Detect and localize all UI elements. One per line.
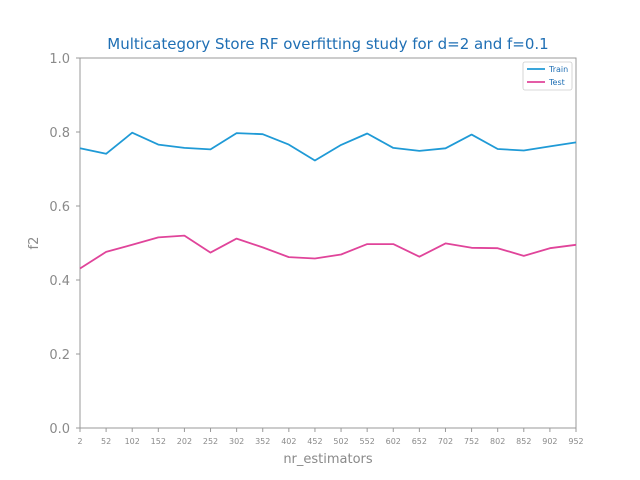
x-tick-label: 152: [151, 437, 166, 446]
x-tick-label: 402: [281, 437, 296, 446]
plot-area: [79, 57, 577, 429]
y-tick-label: 0.0: [49, 422, 70, 437]
x-tick-label: 352: [255, 437, 270, 446]
y-tick-label: 1.0: [49, 52, 70, 67]
x-tick-label: 2: [77, 437, 82, 446]
series-lines: [79, 131, 577, 270]
x-tick-label: 552: [360, 437, 375, 446]
x-tick-label: 752: [464, 437, 479, 446]
y-axis: 0.0 0.2 0.4 0.6 0.8 1.0: [49, 52, 80, 437]
x-axis-label: nr_estimators: [283, 452, 373, 467]
y-tick-label: 0.4: [49, 274, 70, 289]
x-tick-label: 452: [307, 437, 322, 446]
series-line-test: [79, 234, 577, 270]
series-line-train: [79, 131, 577, 162]
x-tick-label: 502: [333, 437, 348, 446]
legend: Train Test: [522, 61, 573, 91]
x-tick-label: 102: [125, 437, 140, 446]
y-tick-label: 0.8: [49, 126, 70, 141]
chart-title: Multicategory Store RF overfitting study…: [107, 35, 548, 53]
x-tick-label: 202: [177, 437, 192, 446]
x-tick-label: 952: [568, 437, 583, 446]
x-tick-label: 602: [386, 437, 401, 446]
x-tick-label: 302: [229, 437, 244, 446]
y-axis-label: f2: [27, 237, 42, 250]
x-tick-label: 902: [542, 437, 557, 446]
x-tick-label: 652: [412, 437, 427, 446]
x-tick-label: 252: [203, 437, 218, 446]
x-axis: 2 52 102 152 202 252 302 352 402 452 502 552 602 652 7…: [77, 428, 584, 446]
legend-label-train: Train: [548, 65, 568, 74]
legend-label-test: Test: [548, 78, 565, 87]
x-tick-label: 802: [490, 437, 505, 446]
x-tick-label: 852: [516, 437, 531, 446]
y-tick-label: 0.6: [49, 200, 70, 215]
y-tick-label: 0.2: [49, 348, 70, 363]
x-tick-label: 52: [101, 437, 111, 446]
x-tick-label: 702: [438, 437, 453, 446]
